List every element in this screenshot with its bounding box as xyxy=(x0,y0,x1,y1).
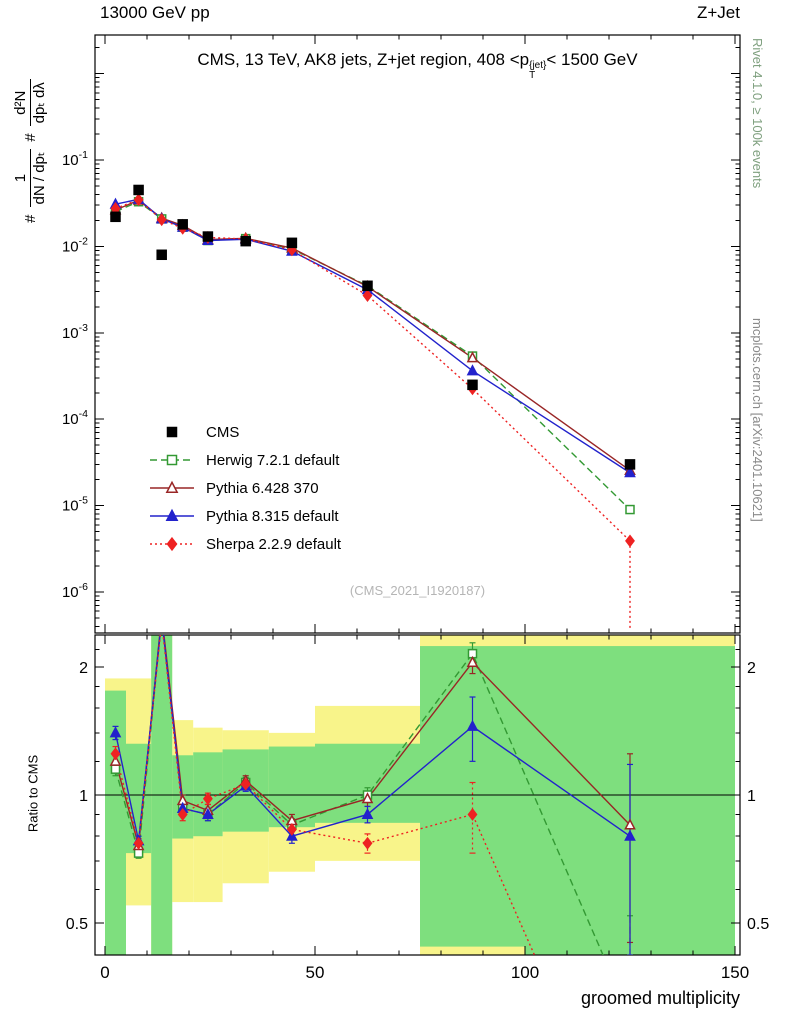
pt-supsub: {jet} T xyxy=(529,61,546,81)
svg-text:0: 0 xyxy=(100,963,109,982)
plot-title: CMS, 13 TeV, AK8 jets, Z+jet region, 408… xyxy=(95,50,740,81)
legend-item-herwig: Herwig 7.2.1 default xyxy=(148,446,341,474)
pt-subscript: T xyxy=(529,70,536,81)
svg-text:0.5: 0.5 xyxy=(747,916,769,933)
beam-energy-label: 13000 GeV pp xyxy=(100,3,210,22)
legend-label-herwig: Herwig 7.2.1 default xyxy=(206,451,340,469)
svg-text:0.5: 0.5 xyxy=(66,916,88,933)
rivet-version-note: Rivet 4.1.0, ≥ 100k events xyxy=(750,38,765,189)
svg-text:10-1: 10-1 xyxy=(62,149,88,169)
svg-text:1: 1 xyxy=(747,788,756,805)
herwig-marker-icon xyxy=(150,454,194,466)
process-label: Z+Jet xyxy=(697,3,740,22)
y-axis-label: # 1 dN / dpₜ # d²N dpₜ dλ xyxy=(8,0,52,311)
svg-text:100: 100 xyxy=(511,963,539,982)
pythia8-marker-icon xyxy=(150,508,194,522)
svg-text:10-6: 10-6 xyxy=(62,581,88,601)
legend-item-pythia8: Pythia 8.315 default xyxy=(148,502,341,530)
svg-text:2: 2 xyxy=(79,660,88,677)
svg-text:10-4: 10-4 xyxy=(62,408,88,428)
ylabel-fraction-1: 1 dN / dpₜ xyxy=(12,148,48,208)
svg-text:2: 2 xyxy=(747,660,756,677)
ylabel-hash-2: # xyxy=(21,133,39,142)
svg-text:50: 50 xyxy=(306,963,325,982)
legend-item-cms: CMS xyxy=(148,418,341,446)
ylabel-fraction-2: d²N dpₜ dλ xyxy=(12,79,48,127)
svg-text:1: 1 xyxy=(79,788,88,805)
svg-text:150: 150 xyxy=(721,963,749,982)
ylabel-frac1-den: dN / dpₜ xyxy=(29,148,48,208)
pythia6-marker-icon xyxy=(150,480,194,494)
legend-label-cms: CMS xyxy=(206,423,240,441)
ylabel-frac1-num: 1 xyxy=(12,173,30,183)
cms-marker-icon xyxy=(166,426,178,438)
plot-title-prefix: CMS, 13 TeV, AK8 jets, Z+jet region, 408… xyxy=(197,50,530,69)
legend-label-pythia6: Pythia 6.428 370 xyxy=(206,479,319,497)
ylabel-frac2-num: d²N xyxy=(12,90,30,115)
analysis-id-watermark: (CMS_2021_I1920187) xyxy=(349,583,486,598)
legend-label-pythia8: Pythia 8.315 default xyxy=(206,507,339,525)
svg-text:10-2: 10-2 xyxy=(62,235,88,255)
plot-title-suffix: < 1500 GeV xyxy=(546,50,638,69)
ratio-axis-label: Ratio to CMS xyxy=(25,754,41,833)
legend-label-sherpa: Sherpa 2.2.9 default xyxy=(206,535,342,553)
svg-text:10-3: 10-3 xyxy=(62,322,88,342)
legend-item-sherpa: Sherpa 2.2.9 default xyxy=(148,530,341,558)
ylabel-hash-1: # xyxy=(21,214,39,223)
legend: CMS Herwig 7.2.1 default Pythia 6.428 37… xyxy=(148,418,341,558)
sherpa-marker-icon xyxy=(150,536,194,552)
mcplots-arxiv-note: mcplots.cern.ch [arXiv:2401.10621] xyxy=(750,318,765,522)
x-axis-label: groomed multiplicity xyxy=(580,988,740,1008)
ylabel-frac2-den: dpₜ dλ xyxy=(29,79,48,127)
legend-item-pythia6: Pythia 6.428 370 xyxy=(148,474,341,502)
svg-text:10-5: 10-5 xyxy=(62,495,88,515)
pt-superscript: {jet} xyxy=(529,60,547,71)
